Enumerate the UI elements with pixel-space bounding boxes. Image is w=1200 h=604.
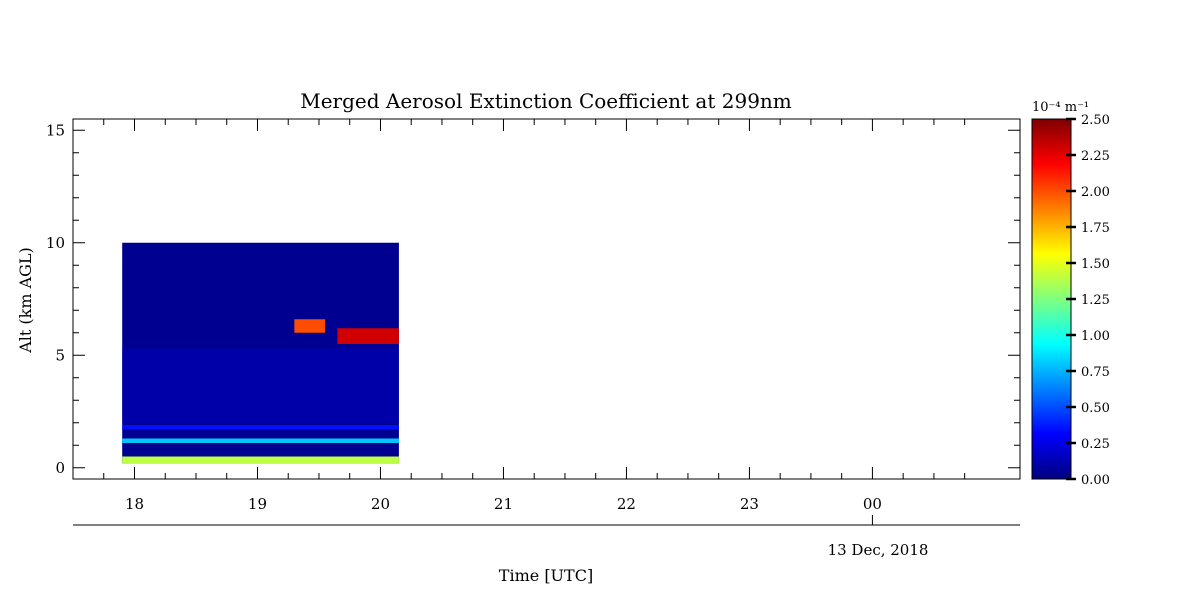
colorbar-tick-label: 2.00: [1081, 185, 1110, 200]
x-tick-label: 22: [617, 495, 636, 513]
heatmap-feature: [122, 425, 399, 430]
colorbar-unit: 10⁻⁴ m⁻¹: [1032, 100, 1089, 115]
y-tick-label: 5: [55, 346, 65, 364]
plot-frame: [72, 118, 1021, 480]
heatmap-feature: [122, 456, 399, 464]
colorbar-tick-label: 0.50: [1081, 401, 1110, 416]
heatmap-feature: [294, 319, 326, 333]
colorbar: 10⁻⁴ m⁻¹ 0.00 0.25 0.50 0.75 1.00 1.25 1.50 1.7…: [1031, 100, 1110, 488]
heatmap-lower-layer: [122, 348, 399, 423]
y-tick-label: 0: [55, 459, 65, 477]
colorbar-tick-label: 0.00: [1081, 473, 1110, 488]
colorbar-tick-label: 2.25: [1081, 149, 1110, 164]
colorbar-tick-label: 2.50: [1081, 113, 1110, 128]
x-tick-label: 20: [371, 495, 390, 513]
chart-title: Merged Aerosol Extinction Coefficient at…: [300, 89, 792, 113]
colorbar-tick-label: 1.50: [1081, 257, 1110, 272]
y-tick-label: 10: [46, 234, 65, 252]
heatmap-area: [122, 242, 399, 464]
x-tick-label: 21: [494, 495, 513, 513]
colorbar-tick-label: 0.25: [1081, 437, 1110, 452]
y-tick-label: 15: [46, 121, 65, 139]
colorbar-tick-label: 1.25: [1081, 293, 1110, 308]
date-label: 13 Dec, 2018: [828, 541, 929, 559]
colorbar-ticks: 0.00 0.25 0.50 0.75 1.00 1.25 1.50 1.75 2.00 2.25…: [1066, 113, 1110, 488]
colorbar-tick-label: 0.75: [1081, 365, 1110, 380]
y-axis: 0 5 10 15: [46, 121, 1020, 477]
x-axis: 18 19 20 21 22 23 00: [72, 119, 966, 513]
x-tick-label: 23: [740, 495, 759, 513]
x-tick-label: 19: [248, 495, 267, 513]
x-tick-label: 18: [125, 495, 144, 513]
colorbar-tick-label: 1.75: [1081, 221, 1110, 236]
colorbar-gradient: [1031, 118, 1072, 480]
x-tick-label: 00: [863, 495, 882, 513]
heatmap-feature: [122, 438, 399, 443]
colorbar-tick-label: 1.00: [1081, 329, 1110, 344]
x-axis-label: Time [UTC]: [499, 566, 593, 585]
heatmap-feature: [337, 328, 399, 344]
y-axis-label: Alt (km AGL): [16, 247, 35, 354]
